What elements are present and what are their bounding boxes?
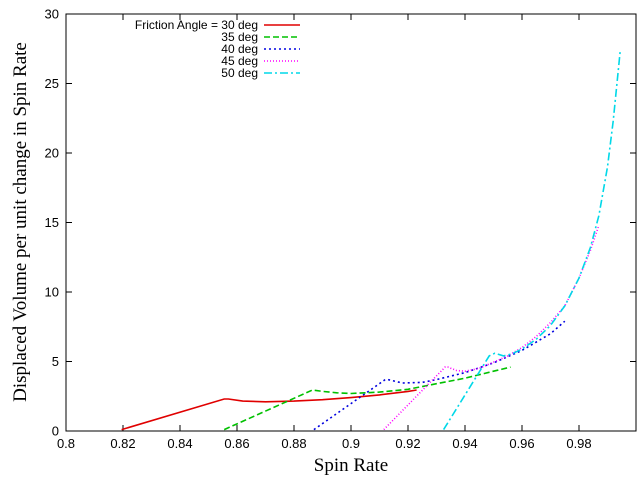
x-tick-label: 0.94 [452, 436, 477, 451]
y-tick-label: 25 [45, 76, 59, 91]
y-tick-label: 5 [52, 354, 59, 369]
x-tick-label: 0.8 [57, 436, 75, 451]
series-line-1 [223, 366, 511, 431]
x-tick-label: 0.98 [566, 436, 591, 451]
y-tick-label: 0 [52, 424, 59, 439]
legend-label: 40 deg [221, 42, 258, 56]
x-tick-label: 0.96 [509, 436, 534, 451]
plot-frame [65, 13, 637, 432]
series-line-2 [313, 320, 566, 431]
x-tick-label: 0.92 [395, 436, 420, 451]
series-line-3 [383, 225, 600, 431]
legend-label: 35 deg [221, 30, 258, 44]
x-tick-label: 0.82 [110, 436, 135, 451]
y-tick-label: 30 [45, 7, 59, 22]
x-tick-label: 0.9 [342, 436, 360, 451]
y-tick-label: 20 [45, 146, 59, 161]
series-line-0 [121, 389, 417, 431]
x-tick-label: 0.86 [224, 436, 249, 451]
x-tick-label: 0.84 [167, 436, 192, 451]
legend-label: Friction Angle = 30 deg [135, 18, 258, 32]
x-tick-label: 0.88 [281, 436, 306, 451]
y-axis-title: Displaced Volume per unit change in Spin… [10, 42, 31, 402]
x-axis-title: Spin Rate [314, 455, 388, 476]
legend-label: 45 deg [221, 54, 258, 68]
axis-ticks: 0.8 0.82 0.84 0.86 0.88 0.9 0.92 0.94 0.96 0.98 0 5… [45, 7, 637, 451]
legend-label: 50 deg [221, 66, 258, 80]
series-layer [121, 50, 622, 431]
y-tick-label: 15 [45, 215, 59, 230]
series-line-4 [442, 50, 622, 431]
y-tick-label: 10 [45, 285, 59, 300]
